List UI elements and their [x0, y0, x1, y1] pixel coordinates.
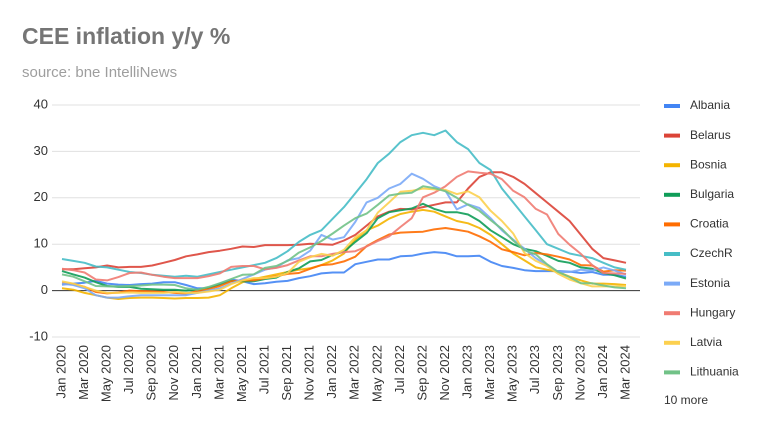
series-line: [61, 187, 627, 294]
x-tick-label: Jul 2023: [527, 345, 542, 394]
series-line: [61, 208, 627, 300]
legend-label: Bosnia: [690, 157, 727, 171]
series-line: [61, 251, 627, 290]
x-tick-label: Jul 2020: [121, 345, 136, 394]
y-tick-label: 10: [34, 236, 48, 251]
x-tick-label: Sep 2023: [550, 345, 565, 401]
x-tick-label: May 2023: [505, 345, 520, 402]
x-tick-label: Sep 2022: [414, 345, 429, 401]
x-tick-label: May 2021: [234, 345, 249, 402]
series-line: [61, 172, 627, 299]
y-tick-label: 20: [34, 189, 48, 204]
legend-label: Belarus: [690, 128, 731, 142]
legend-label: Hungary: [690, 305, 735, 319]
x-tick-label: Mar 2021: [211, 345, 226, 400]
x-tick-label: Mar 2022: [347, 345, 362, 400]
x-tick-label: Jan 2024: [595, 345, 610, 399]
y-tick-label: 30: [34, 143, 48, 158]
legend-label: Estonia: [690, 276, 730, 290]
legend-label: Lithuania: [690, 365, 739, 379]
x-tick-label: Jan 2022: [324, 345, 339, 399]
series-line: [61, 185, 627, 291]
legend-label: CzechR: [690, 246, 733, 260]
x-tick-label: Sep 2021: [279, 345, 294, 401]
x-tick-label: Jul 2021: [256, 345, 271, 394]
x-tick-label: May 2022: [369, 345, 384, 402]
x-tick-label: Nov 2023: [572, 345, 587, 401]
x-tick-label: Jan 2020: [53, 345, 68, 399]
x-tick-label: Mar 2020: [76, 345, 91, 400]
x-tick-label: Sep 2020: [144, 345, 159, 401]
x-tick-label: Jan 2021: [189, 345, 204, 399]
legend-label: Latvia: [690, 335, 722, 349]
legend-label: Croatia: [690, 217, 729, 231]
series-line: [61, 129, 627, 278]
x-tick-label: Nov 2022: [437, 345, 452, 401]
x-tick-label: Nov 2021: [302, 345, 317, 401]
y-tick-label: 40: [34, 96, 48, 111]
legend-more: 10 more: [664, 393, 708, 407]
y-tick-label: 0: [41, 282, 48, 297]
series-line: [62, 171, 627, 271]
x-tick-label: Nov 2020: [166, 345, 181, 401]
series-line: [61, 170, 627, 282]
legend-label: Bulgaria: [690, 187, 734, 201]
x-tick-label: Mar 2024: [617, 345, 632, 400]
chart-subtitle: source: bne IntelliNews: [22, 64, 177, 81]
x-tick-label: May 2020: [99, 345, 114, 402]
x-tick-label: Mar 2023: [482, 345, 497, 400]
x-tick-label: Jul 2022: [392, 345, 407, 394]
x-tick-label: Jan 2023: [460, 345, 475, 399]
chart-title: CEE inflation y/y %: [22, 23, 230, 49]
series-line: [61, 202, 627, 292]
y-tick-label: -10: [29, 328, 48, 343]
legend-label: Albania: [690, 98, 730, 112]
